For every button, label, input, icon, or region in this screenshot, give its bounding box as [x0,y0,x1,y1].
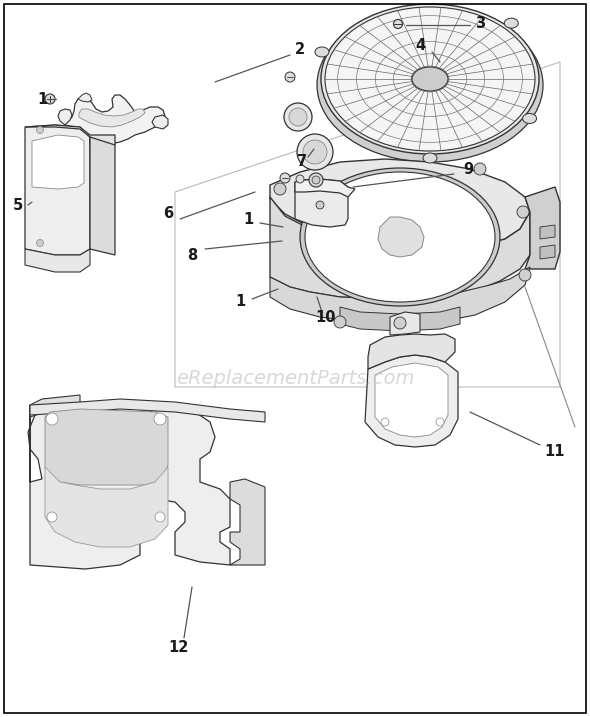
Polygon shape [295,179,348,227]
Polygon shape [270,267,530,324]
Polygon shape [230,479,265,565]
Circle shape [154,413,166,425]
Circle shape [436,418,444,426]
Polygon shape [270,159,530,243]
Ellipse shape [317,8,543,162]
Circle shape [297,134,333,170]
Ellipse shape [321,4,539,154]
Text: 7: 7 [297,154,307,169]
Polygon shape [368,334,455,369]
Polygon shape [32,135,84,189]
Polygon shape [65,95,165,144]
Polygon shape [175,62,560,387]
Circle shape [37,126,44,133]
Circle shape [296,175,304,183]
Polygon shape [45,467,168,547]
Circle shape [394,317,406,329]
Circle shape [334,316,346,328]
Polygon shape [540,225,555,239]
Polygon shape [30,395,80,417]
Circle shape [303,140,327,164]
Ellipse shape [423,153,437,163]
Ellipse shape [300,168,500,306]
Circle shape [280,173,290,183]
Text: 8: 8 [187,247,197,262]
Text: 5: 5 [13,197,23,212]
Polygon shape [365,355,458,447]
Text: 12: 12 [168,640,188,655]
Polygon shape [25,125,115,145]
Circle shape [274,183,286,195]
Text: 6: 6 [163,206,173,222]
Circle shape [519,269,531,281]
Ellipse shape [504,18,519,28]
Polygon shape [79,109,145,127]
Circle shape [285,72,295,82]
Text: 11: 11 [545,445,565,460]
Polygon shape [90,137,115,255]
Polygon shape [30,399,265,422]
Ellipse shape [523,113,536,123]
Polygon shape [390,312,420,335]
Polygon shape [25,125,90,255]
Circle shape [37,239,44,247]
Text: eReplacementParts.com: eReplacementParts.com [176,369,414,389]
Text: 2: 2 [295,42,305,57]
Polygon shape [25,249,90,272]
Polygon shape [45,409,168,485]
Circle shape [289,108,307,126]
Circle shape [394,19,402,29]
Text: 10: 10 [316,310,336,325]
Polygon shape [270,197,530,299]
Polygon shape [58,109,72,125]
Circle shape [517,206,529,218]
Polygon shape [295,179,355,197]
Circle shape [47,512,57,522]
Circle shape [474,163,486,175]
Circle shape [46,413,58,425]
Polygon shape [28,405,230,569]
Circle shape [284,103,312,131]
Polygon shape [525,187,560,269]
Polygon shape [378,217,424,257]
Circle shape [381,418,389,426]
Text: 3: 3 [475,16,485,31]
Polygon shape [375,363,448,437]
Circle shape [45,94,55,104]
Circle shape [312,176,320,184]
Text: 1: 1 [235,295,245,310]
Ellipse shape [325,7,535,151]
Text: 1: 1 [37,92,47,107]
Circle shape [309,173,323,187]
Polygon shape [540,245,555,259]
Polygon shape [78,93,92,102]
Ellipse shape [412,67,448,91]
Text: 9: 9 [463,161,473,176]
Text: 4: 4 [415,39,425,54]
Circle shape [316,201,324,209]
Polygon shape [152,115,168,129]
Ellipse shape [315,47,329,57]
Ellipse shape [305,172,495,302]
Circle shape [155,512,165,522]
Polygon shape [340,307,460,331]
Text: 1: 1 [243,212,253,227]
